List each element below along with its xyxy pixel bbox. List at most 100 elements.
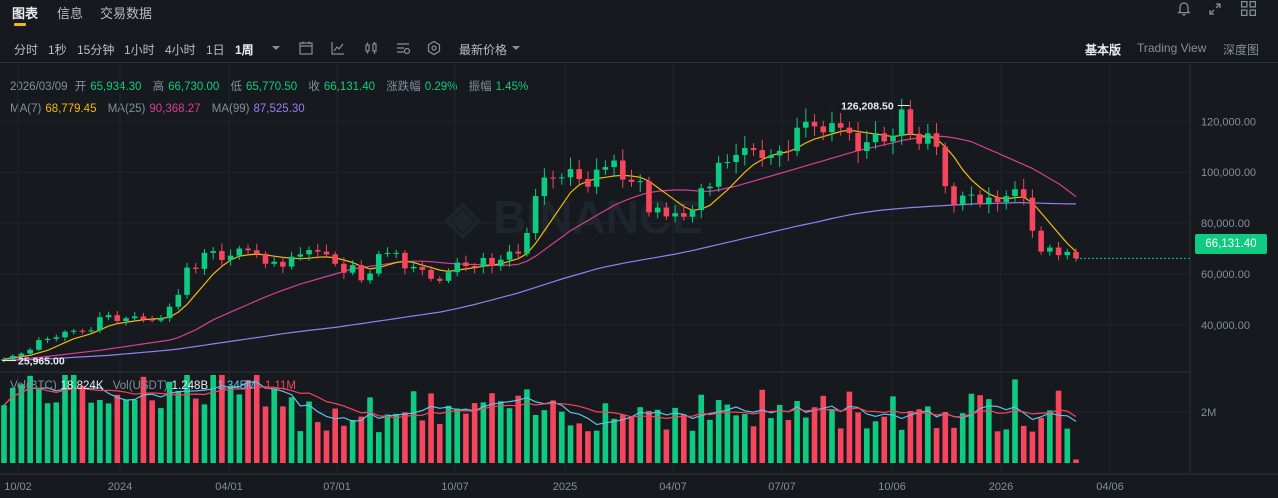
- candle-body: [785, 150, 792, 152]
- candle-body: [977, 194, 983, 205]
- candle-body: [959, 195, 966, 206]
- volume-bar: [1029, 431, 1036, 463]
- max-price-label: 126,208.50: [841, 101, 894, 113]
- volume-bar: [881, 416, 888, 463]
- volume-bar: [646, 410, 652, 463]
- candle-body: [436, 278, 443, 281]
- open-label: 开: [74, 81, 87, 93]
- volume-bar: [149, 400, 155, 463]
- interval-1d[interactable]: 1日: [206, 43, 225, 57]
- volume-bar: [550, 400, 556, 463]
- volume-bar: [1055, 390, 1062, 463]
- volume-bar: [393, 413, 399, 463]
- candle-body: [759, 150, 766, 158]
- candle-body: [27, 349, 33, 354]
- chevron-down-icon[interactable]: [268, 40, 284, 56]
- volume-bar: [803, 417, 809, 463]
- interval-1h[interactable]: 1小时: [124, 43, 155, 57]
- candle-body: [184, 267, 190, 295]
- tab-chart[interactable]: 图表: [12, 6, 39, 21]
- volume-bar: [140, 376, 147, 463]
- volume-bar: [837, 428, 844, 463]
- bell-icon[interactable]: [1176, 1, 1192, 17]
- chevron-down-icon[interactable]: [508, 40, 524, 56]
- volume-bar: [890, 396, 896, 463]
- candle-body: [105, 315, 112, 318]
- hexagon-icon[interactable]: [426, 40, 442, 56]
- candle-body: [236, 248, 243, 256]
- expand-icon[interactable]: [1207, 1, 1223, 17]
- volume-bar: [681, 414, 687, 463]
- x-tick-label: 07/07: [768, 481, 796, 493]
- candle-body: [140, 316, 147, 320]
- volume-bar: [794, 401, 800, 463]
- y-tick-label: 100,000.00: [1201, 167, 1256, 179]
- candle-body: [619, 160, 626, 180]
- y-axis: 40,000.00 60,000.00 80,000.00 100,000.00 120…: [1201, 116, 1256, 419]
- candle-body: [585, 179, 591, 187]
- x-tick-label: 2026: [989, 481, 1013, 493]
- volume-bars: [1, 375, 1079, 463]
- volume-bar: [53, 402, 60, 463]
- volume-bar: [864, 428, 870, 463]
- candle-body: [646, 181, 652, 213]
- candle-body: [916, 133, 922, 144]
- volume-bar: [436, 424, 443, 463]
- volume-bar: [105, 403, 112, 463]
- price-annotations: 126,208.50 25,965.00: [2, 101, 1190, 368]
- volume-bar: [724, 404, 731, 463]
- interval-1w[interactable]: 1周: [235, 43, 254, 57]
- volume-bar: [829, 409, 835, 463]
- interval-1s[interactable]: 1秒: [48, 43, 67, 57]
- volume-bar: [97, 399, 103, 463]
- volume-bar: [628, 417, 635, 463]
- volume-bar: [602, 403, 609, 463]
- settings-icon[interactable]: [395, 40, 411, 56]
- interval-15m[interactable]: 15分钟: [77, 43, 115, 57]
- price-chart[interactable]: ◈ BINANCE 126,208.50 25,965.00 40,000.00 6…: [0, 64, 1278, 498]
- amplitude-label: 振幅: [468, 81, 492, 93]
- candle-body: [681, 213, 687, 217]
- tab-info[interactable]: 信息: [57, 6, 84, 21]
- volume-bar: [445, 405, 452, 463]
- candle-body: [1020, 189, 1027, 198]
- candle-body: [114, 315, 121, 322]
- view-basic[interactable]: 基本版: [1085, 43, 1122, 57]
- candle-type-icon[interactable]: [363, 40, 379, 56]
- volume-bar: [977, 395, 983, 463]
- candle-body: [97, 317, 103, 331]
- layout-grid-icon[interactable]: [1240, 0, 1257, 17]
- ma7-line: [3, 129, 1077, 360]
- candle-body: [663, 207, 670, 217]
- candle-body: [698, 188, 705, 211]
- volume-bar: [70, 375, 77, 463]
- view-tradingview[interactable]: Trading View: [1137, 41, 1207, 55]
- y-tick-label: 60,000.00: [1201, 269, 1250, 281]
- interval-time[interactable]: 分时: [14, 43, 39, 57]
- chart-grid: [0, 64, 1190, 474]
- candle-body: [166, 306, 173, 318]
- candle-body: [1, 359, 7, 361]
- candle-body: [36, 340, 42, 350]
- price-type-select[interactable]: 最新价格: [459, 43, 508, 57]
- volume-bar: [532, 414, 539, 463]
- candle-body: [829, 123, 835, 133]
- candle-body: [158, 317, 164, 321]
- interval-4h[interactable]: 4小时: [165, 43, 196, 57]
- volume-bar: [1020, 425, 1027, 463]
- active-tab-indicator: [14, 23, 26, 26]
- candle-body: [654, 207, 661, 213]
- candle-body: [253, 250, 260, 254]
- candle-body: [297, 254, 304, 257]
- candle-body: [280, 261, 286, 267]
- x-tick-label: 2025: [553, 481, 577, 493]
- candle-body: [70, 330, 77, 332]
- tab-trading-data[interactable]: 交易数据: [100, 6, 153, 21]
- volume-bar: [768, 418, 774, 463]
- vol-btc-value: 18.824K: [60, 380, 104, 392]
- indicator-icon[interactable]: [330, 40, 346, 56]
- candle-body: [44, 338, 51, 341]
- x-tick-label: 04/07: [659, 481, 687, 493]
- calendar-icon[interactable]: [298, 40, 314, 56]
- view-depth[interactable]: 深度图: [1223, 43, 1260, 57]
